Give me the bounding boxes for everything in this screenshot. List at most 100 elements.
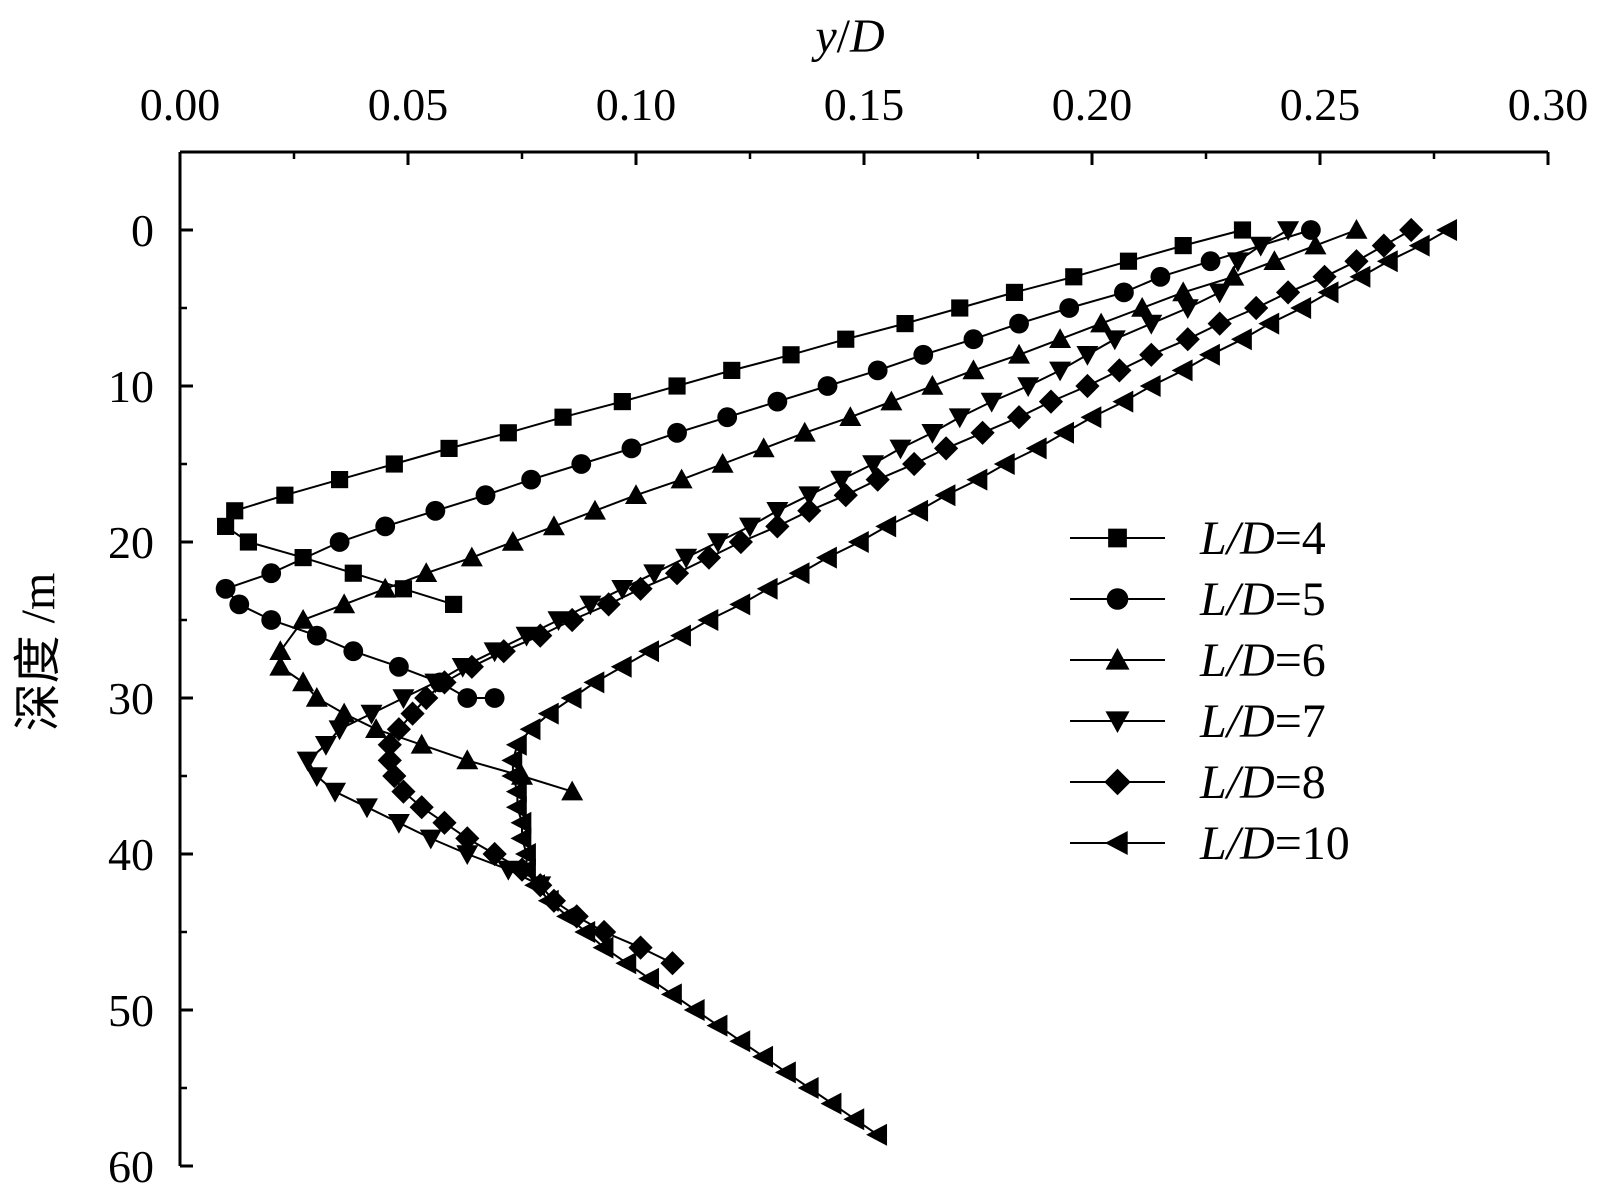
legend-label-ratio: L/D: [1199, 817, 1275, 870]
marker-circle: [1059, 298, 1080, 318]
marker-diamond: [1006, 405, 1032, 430]
marker-triangle-up: [711, 453, 734, 473]
marker-triangle-up: [670, 468, 693, 489]
x-tick-label: 0.10: [596, 79, 677, 130]
marker-triangle-left: [756, 577, 778, 600]
marker-triangle-up: [374, 577, 397, 598]
marker-square: [1119, 252, 1138, 270]
marker-diamond: [696, 545, 722, 570]
marker-triangle-left: [843, 1108, 865, 1131]
marker-diamond: [1244, 295, 1269, 321]
marker-circle: [375, 516, 396, 537]
marker-circle: [475, 485, 496, 506]
y-tick-label: 40: [108, 829, 154, 880]
marker-circle: [1200, 251, 1221, 272]
marker-triangle-left: [505, 733, 527, 756]
marker-triangle-up: [1304, 234, 1327, 255]
marker-triangle-down: [328, 720, 351, 741]
series-6: [501, 219, 1458, 1146]
marker-diamond: [1104, 768, 1131, 796]
marker-triangle-up: [460, 546, 483, 567]
marker-triangle-up: [1131, 297, 1154, 317]
marker-diamond: [664, 561, 690, 586]
marker-triangle-left: [537, 889, 559, 912]
marker-triangle-down: [1105, 711, 1130, 733]
marker-triangle-down: [324, 782, 347, 803]
y-tick-label: 20: [108, 517, 154, 568]
marker-circle: [621, 438, 642, 459]
marker-triangle-down: [392, 689, 415, 709]
marker-circle: [1150, 266, 1171, 287]
marker-triangle-left: [683, 999, 705, 1021]
legend-item-2: L/D=5: [1070, 573, 1326, 626]
marker-square: [782, 346, 800, 364]
marker-circle: [229, 594, 250, 615]
marker-triangle-left: [966, 468, 988, 491]
marker-diamond: [1275, 280, 1301, 305]
marker-triangle-up: [292, 671, 315, 692]
y-tick-label: 60: [108, 1141, 154, 1192]
marker-square: [613, 393, 631, 411]
x-tick-label: 0.30: [1508, 79, 1589, 130]
marker-triangle-left: [524, 874, 546, 897]
marker-triangle-down: [798, 486, 821, 507]
x-axis-title-slash: /: [837, 10, 851, 63]
marker-triangle-left: [556, 905, 577, 928]
marker-triangle-left: [515, 843, 536, 865]
marker-triangle-left: [610, 655, 632, 678]
legend-label-value: =4: [1275, 512, 1326, 565]
marker-diamond: [591, 919, 617, 945]
marker-triangle-up: [880, 390, 903, 411]
marker-diamond: [628, 935, 653, 960]
marker-diamond: [386, 717, 411, 742]
marker-triangle-up: [269, 655, 292, 676]
marker-triangle-left: [1139, 375, 1161, 397]
marker-triangle-up: [839, 406, 862, 426]
marker-square: [344, 564, 362, 582]
marker-diamond: [1107, 358, 1132, 383]
marker-diamond: [432, 810, 457, 835]
x-tick-label: 0.05: [368, 79, 449, 130]
marker-square: [440, 439, 458, 457]
marker-triangle-left: [1408, 234, 1430, 257]
marker-circle: [817, 376, 838, 396]
series-group: [215, 217, 1458, 1146]
marker-triangle-left: [797, 1077, 819, 1099]
marker-triangle-down: [305, 767, 328, 787]
marker-triangle-left: [706, 1014, 728, 1037]
marker-triangle-up: [415, 562, 438, 582]
series-2: [215, 220, 1321, 708]
marker-diamond: [660, 951, 685, 976]
marker-diamond: [482, 841, 507, 867]
marker-diamond: [459, 654, 484, 679]
marker-diamond: [382, 763, 407, 789]
marker-circle: [867, 360, 888, 381]
marker-triangle-left: [505, 796, 527, 819]
marker-diamond: [902, 451, 927, 477]
marker-triangle-down: [889, 439, 912, 460]
marker-triangle-left: [1080, 406, 1102, 429]
marker-triangle-up: [1172, 281, 1195, 302]
marker-triangle-left: [592, 936, 614, 959]
legend-label: L/D=4: [1199, 512, 1326, 565]
marker-triangle-up: [1105, 648, 1130, 670]
marker-triangle-up: [1049, 328, 1072, 348]
marker-triangle-up: [962, 359, 985, 380]
marker-diamond: [865, 467, 890, 492]
marker-triangle-left: [638, 640, 660, 663]
legend-label-ratio: L/D: [1199, 573, 1275, 626]
marker-triangle-up: [292, 609, 315, 629]
marker-square: [554, 408, 572, 426]
marker-triangle-left: [510, 827, 532, 850]
marker-triangle-up: [625, 484, 647, 504]
marker-triangle-up: [269, 640, 292, 660]
marker-triangle-left: [1112, 390, 1134, 413]
marker-triangle-left: [729, 1030, 751, 1053]
y-tick-label: 30: [108, 673, 154, 724]
marker-circle: [484, 688, 505, 708]
marker-square: [331, 471, 349, 489]
marker-diamond: [1207, 311, 1232, 336]
legend-label-value: =8: [1275, 756, 1326, 809]
marker-triangle-down: [419, 829, 442, 850]
